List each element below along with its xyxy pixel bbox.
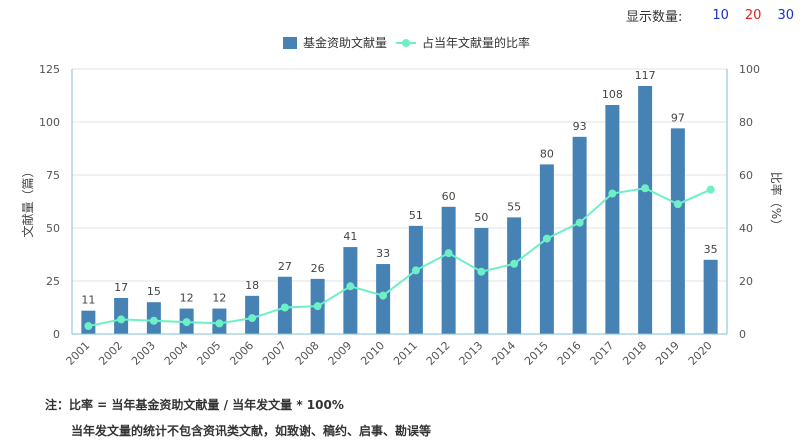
bar[interactable]: [507, 217, 522, 334]
x-tick-label: 2005: [195, 339, 224, 368]
x-tick-label: 2004: [162, 339, 191, 368]
legend-line-marker[interactable]: [402, 39, 410, 47]
y2-tick-label: 0: [739, 328, 746, 341]
bar[interactable]: [572, 136, 587, 334]
bar[interactable]: [638, 85, 653, 335]
note-ratio-formula: 注：比率 = 当年基金资助文献量 / 当年发文量 * 100%: [45, 398, 344, 412]
ratio-point[interactable]: [542, 234, 551, 243]
y-tick-label: 125: [39, 63, 60, 76]
x-tick-label: 2006: [227, 339, 256, 368]
y-tick-label: 25: [46, 275, 60, 288]
ratio-point[interactable]: [673, 200, 682, 209]
x-tick-label: 2015: [522, 339, 551, 368]
x-tick-label: 2012: [424, 339, 453, 368]
display-count-selector: 显示数量: 10 20 30: [626, 6, 794, 25]
y-tick-label: 50: [46, 222, 60, 235]
y-tick-label: 75: [46, 169, 60, 182]
bar[interactable]: [474, 228, 489, 334]
bar[interactable]: [539, 164, 554, 334]
bar[interactable]: [605, 105, 620, 334]
ratio-line: [88, 187, 712, 328]
ratio-point[interactable]: [411, 266, 420, 275]
ratio-point[interactable]: [641, 184, 650, 193]
ratio-point[interactable]: [608, 189, 617, 198]
x-tick-label: 2010: [358, 339, 387, 368]
y2-tick-label: 20: [739, 275, 753, 288]
bar-value-label: 18: [245, 279, 259, 292]
bar[interactable]: [441, 206, 456, 334]
x-tick-label: 2011: [391, 339, 420, 368]
ratio-point[interactable]: [313, 302, 322, 311]
x-tick-label: 2007: [260, 339, 289, 368]
bar-value-label: 17: [114, 281, 128, 294]
bar-value-label: 35: [704, 243, 718, 256]
bar-value-label: 108: [602, 88, 623, 101]
chart-notes: 注：比率 = 当年基金资助文献量 / 当年发文量 * 100% 当年发文量的统计…: [45, 392, 431, 444]
y-axis-title: 文献量（篇）: [20, 165, 35, 237]
bar-value-label: 50: [474, 211, 488, 224]
display-count-label: 显示数量:: [625, 10, 683, 25]
ratio-point[interactable]: [477, 267, 486, 276]
y2-tick-label: 80: [739, 116, 753, 129]
y-tick-label: 100: [39, 116, 60, 129]
bar-value-label: 80: [540, 147, 554, 160]
bar-value-label: 55: [507, 200, 521, 213]
bar-value-label: 41: [343, 230, 357, 243]
x-tick-label: 2009: [326, 339, 355, 368]
display-count-option-30[interactable]: 30: [777, 8, 794, 23]
y2-tick-label: 60: [739, 169, 753, 182]
x-tick-label: 2017: [588, 339, 617, 368]
bar[interactable]: [670, 128, 685, 334]
bar-value-label: 12: [212, 292, 226, 305]
y-tick-label: 0: [53, 328, 60, 341]
y2-tick-label: 100: [739, 63, 760, 76]
x-tick-label: 2013: [457, 339, 486, 368]
ratio-point[interactable]: [84, 322, 93, 331]
bar[interactable]: [408, 225, 423, 334]
y2-tick-label: 40: [739, 222, 753, 235]
display-count-option-20[interactable]: 20: [744, 8, 762, 23]
x-tick-label: 2018: [620, 339, 649, 368]
x-tick-label: 2014: [489, 339, 518, 368]
ratio-point[interactable]: [510, 259, 519, 268]
x-tick-label: 2016: [555, 339, 584, 368]
ratio-point[interactable]: [117, 315, 126, 324]
display-count-option-10[interactable]: 10: [712, 8, 729, 23]
x-tick-label: 2020: [686, 339, 715, 368]
ratio-point[interactable]: [444, 249, 453, 258]
ratio-point[interactable]: [575, 218, 584, 227]
x-tick-label: 2019: [653, 339, 682, 368]
ratio-point[interactable]: [215, 319, 224, 328]
ratio-point[interactable]: [280, 303, 289, 312]
bar-value-label: 12: [180, 292, 194, 305]
ratio-point[interactable]: [346, 282, 355, 291]
legend-line-label[interactable]: 占当年文献量的比率: [422, 35, 530, 50]
ratio-point[interactable]: [379, 291, 388, 300]
x-tick-label: 2008: [293, 339, 322, 368]
bar-value-label: 33: [376, 247, 390, 260]
bar-value-label: 27: [278, 260, 292, 273]
bar-value-label: 60: [442, 190, 456, 203]
bar-value-label: 15: [147, 285, 161, 298]
bar-value-label: 117: [635, 69, 656, 82]
bar-value-label: 51: [409, 209, 423, 222]
y2-axis-title: 比率（%）: [769, 172, 784, 231]
ratio-point[interactable]: [182, 318, 191, 327]
legend-bar-swatch[interactable]: [283, 37, 297, 49]
ratio-point[interactable]: [248, 314, 257, 323]
ratio-point[interactable]: [149, 316, 158, 325]
note-exclusion: 当年发文量的统计不包含资讯类文献，如致谢、稿约、启事、勘误等: [71, 424, 432, 438]
x-tick-label: 2002: [96, 339, 125, 368]
bar-value-label: 97: [671, 111, 685, 124]
bar-value-label: 26: [311, 262, 325, 275]
bar[interactable]: [703, 259, 718, 334]
bar[interactable]: [343, 247, 358, 334]
bar-value-label: 11: [81, 294, 95, 307]
x-tick-label: 2001: [64, 339, 93, 368]
legend-bar-label[interactable]: 基金资助文献量: [303, 35, 387, 50]
ratio-point[interactable]: [706, 185, 715, 194]
bar-value-label: 93: [573, 120, 587, 133]
x-tick-label: 2003: [129, 339, 158, 368]
